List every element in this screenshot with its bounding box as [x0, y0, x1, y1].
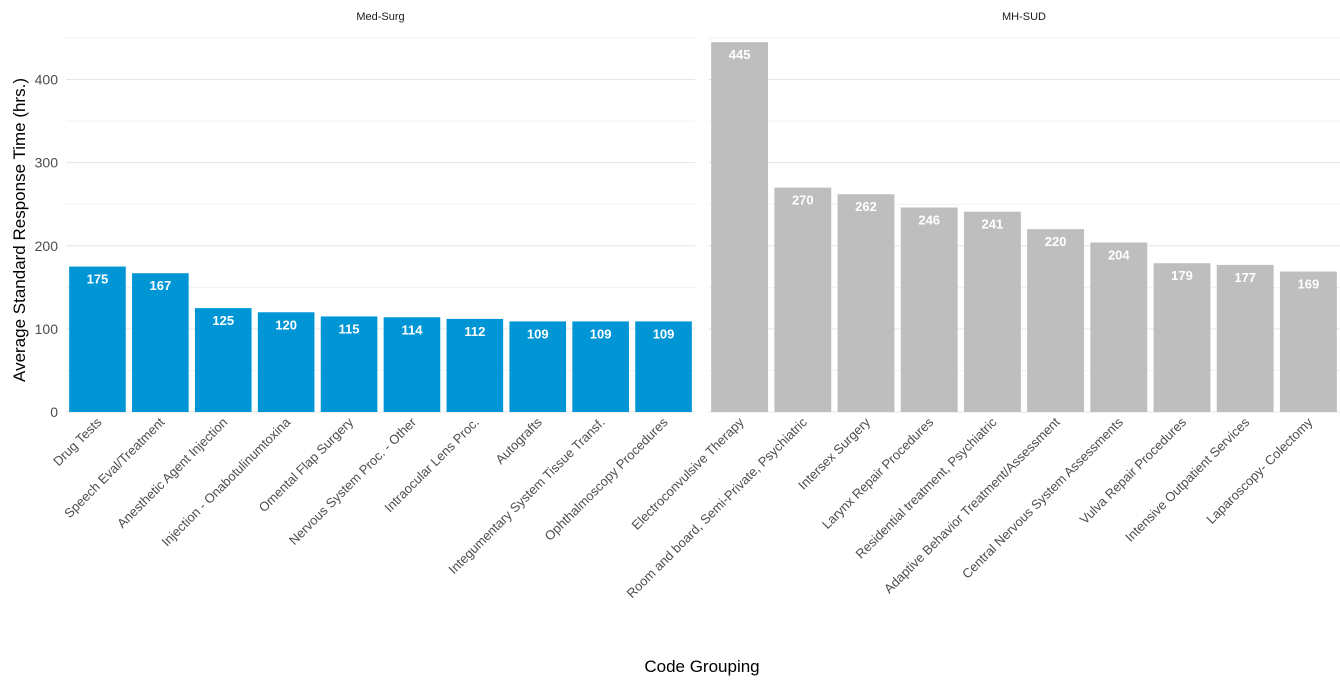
facet-title: Med-Surg: [356, 11, 404, 23]
bar-value-label: 220: [1045, 234, 1067, 249]
bar: [132, 273, 189, 412]
x-tick-label: Vulva Repair Procedures: [1077, 414, 1190, 527]
bar: [257, 312, 315, 412]
y-tick-label: 200: [35, 238, 59, 254]
bar-value-label: 241: [982, 217, 1004, 232]
bar: [963, 211, 1021, 412]
facet-title: MH-SUD: [1002, 11, 1046, 23]
bar: [1090, 242, 1148, 412]
bar-value-label: 169: [1298, 277, 1320, 292]
bar: [837, 194, 895, 412]
y-axis-label: Average Standard Response Time (hrs.): [10, 78, 29, 382]
bar-value-label: 112: [464, 324, 485, 339]
bar-value-label: 179: [1171, 268, 1193, 283]
bar-value-label: 204: [1108, 247, 1130, 262]
x-tick-label: Autografts: [492, 414, 545, 467]
bar: [1153, 263, 1211, 412]
bar: [69, 266, 126, 412]
bar-value-label: 262: [855, 199, 877, 214]
bar: [900, 207, 958, 412]
bar-value-label: 109: [653, 326, 675, 341]
bar: [446, 318, 504, 412]
x-axis-label: Code Grouping: [644, 657, 759, 676]
x-tick-label: Ophthalmoscopy Procedures: [542, 414, 672, 544]
bar: [572, 321, 629, 412]
y-tick-label: 300: [35, 155, 59, 171]
bar: [509, 321, 567, 412]
x-tick-label: Injection - Onabotulinumtoxina: [158, 414, 293, 549]
x-tick-label: Drug Tests: [50, 414, 105, 469]
x-tick-label: Larynx Repair Procedures: [819, 414, 937, 532]
x-tick-label: Intensive Outpatient Services: [1122, 414, 1253, 545]
bar-value-label: 246: [918, 213, 940, 228]
bar: [383, 317, 441, 412]
bar: [1216, 264, 1274, 412]
x-tick-label: Anesthetic Agent Injection: [114, 415, 230, 531]
bar-value-label: 167: [149, 278, 171, 293]
y-tick-label: 0: [50, 404, 58, 420]
bar-value-label: 109: [527, 326, 549, 341]
bar-value-label: 109: [590, 326, 612, 341]
bar-value-label: 270: [792, 193, 814, 208]
bar-value-label: 115: [339, 321, 360, 336]
bar-value-label: 445: [729, 47, 751, 62]
bar: [194, 308, 252, 412]
bar: [774, 187, 832, 412]
x-tick-label: Nervous System Proc. - Other: [286, 414, 420, 548]
bar: [1027, 229, 1085, 412]
bar: [635, 321, 692, 412]
bar: [320, 316, 378, 412]
bar-value-label: 120: [275, 317, 297, 332]
y-tick-label: 400: [35, 72, 59, 88]
x-tick-label: Laparoscopy- Colectomy: [1203, 414, 1316, 527]
bar-value-label: 177: [1234, 270, 1256, 285]
bar: [1279, 271, 1337, 412]
bar-value-label: 175: [87, 272, 109, 287]
bar-value-label: 114: [401, 322, 423, 337]
y-tick-label: 100: [35, 321, 59, 337]
bar-value-label: 125: [212, 313, 234, 328]
bar: [711, 42, 769, 413]
